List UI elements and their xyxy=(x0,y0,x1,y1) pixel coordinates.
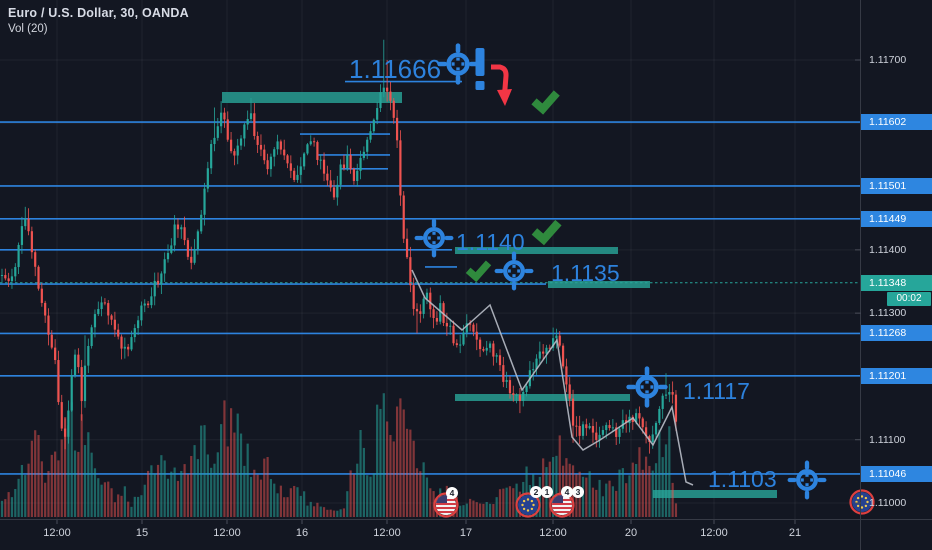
price-label-1.11268: 1.11268 xyxy=(861,325,932,342)
time-label-12-00: 12:00 xyxy=(213,527,241,539)
zone-bar-drawing[interactable] xyxy=(455,247,618,254)
price-label-1.11501: 1.11501 xyxy=(861,177,932,194)
svg-text:3: 3 xyxy=(576,487,581,497)
zigzag-trend-line[interactable] xyxy=(411,269,694,486)
symbol-title[interactable]: Euro / U.S. Dollar, 30, OANDA xyxy=(8,6,189,20)
svg-text:4: 4 xyxy=(450,488,455,498)
price-label-1.11700: 1.11700 xyxy=(869,54,907,66)
price-label-1.11602: 1.11602 xyxy=(861,114,932,131)
event-count-badge xyxy=(530,486,542,498)
target-drawing-icon[interactable] xyxy=(494,251,534,291)
volume-layer xyxy=(0,393,678,517)
time-label-15: 15 xyxy=(135,527,149,539)
zone-bar-drawing[interactable] xyxy=(548,281,650,288)
time-label-12-00: 12:00 xyxy=(700,527,728,539)
chart-legend: Euro / U.S. Dollar, 30, OANDA Vol (20) xyxy=(8,6,189,35)
price-callout-text[interactable]: 1.1135 xyxy=(551,260,620,286)
event-count-badge xyxy=(541,486,553,498)
event-count-badge xyxy=(572,486,584,498)
time-axis[interactable]: 12:00 15 12:00 16 12:00 17 12:00 20 12:00 21 xyxy=(0,520,932,550)
price-label-1.11000: 1.11000 xyxy=(869,497,907,509)
target-drawing-icon[interactable] xyxy=(787,460,827,500)
time-label-20: 20 xyxy=(624,527,638,539)
target-drawing-icon[interactable] xyxy=(437,43,479,85)
price-callout-text[interactable]: 1.11666 xyxy=(349,54,441,84)
time-label-12-00: 12:00 xyxy=(539,527,567,539)
zone-bar-drawing[interactable] xyxy=(653,490,777,498)
target-drawing-icon[interactable] xyxy=(626,366,668,408)
event-count-badge xyxy=(561,486,573,498)
price-label-1.11100: 1.11100 xyxy=(869,433,906,446)
price-label-1.11300: 1.11300 xyxy=(869,307,907,320)
time-label-12-00: 12:00 xyxy=(373,527,401,539)
time-label-17: 17 xyxy=(459,527,473,539)
candles-layer xyxy=(0,39,678,454)
target-drawing-icon[interactable] xyxy=(414,218,454,258)
zone-bars-layer[interactable] xyxy=(222,92,777,498)
price-callout-text[interactable]: 1.1117 xyxy=(683,378,750,404)
zone-bar-drawing[interactable] xyxy=(455,394,630,401)
bar-close-countdown: 00:02 xyxy=(887,292,931,307)
checkmark-drawing-icon[interactable] xyxy=(465,260,492,283)
price-axis[interactable]: 1.11700 1.11400 1.11300 1.11100 1.11000 1.116… xyxy=(861,0,932,519)
economic-event-icon-us[interactable]: 4 xyxy=(433,487,459,518)
time-label-16: 16 xyxy=(295,527,309,539)
checkmark-drawing-icon[interactable] xyxy=(531,90,560,115)
price-callout-text[interactable]: 1.1103 xyxy=(708,466,777,492)
svg-text:2: 2 xyxy=(534,487,539,497)
time-label-12-00: 12:00 xyxy=(43,527,71,539)
svg-text:1: 1 xyxy=(545,487,550,497)
price-label-1.11348: 1.11348 xyxy=(861,274,932,291)
svg-text:4: 4 xyxy=(565,487,570,497)
price-label-1.11046: 1.11046 xyxy=(861,465,932,482)
down-arrow-icon[interactable] xyxy=(491,64,512,106)
price-callout-text[interactable]: 1.1140 xyxy=(456,229,525,255)
price-label-1.11400: 1.11400 xyxy=(869,243,907,256)
checkmark-drawing-icon[interactable] xyxy=(531,219,562,246)
zone-bar-drawing[interactable] xyxy=(222,92,402,103)
level-lines-layer[interactable] xyxy=(0,80,860,475)
price-label-1.11449: 1.11449 xyxy=(861,210,932,227)
volume-indicator-label[interactable]: Vol (20) xyxy=(8,23,48,35)
event-count-badge xyxy=(446,487,458,499)
exclamation-icon[interactable] xyxy=(475,48,485,90)
price-label-1.11201: 1.11201 xyxy=(861,367,932,384)
time-label-21: 21 xyxy=(788,527,802,539)
